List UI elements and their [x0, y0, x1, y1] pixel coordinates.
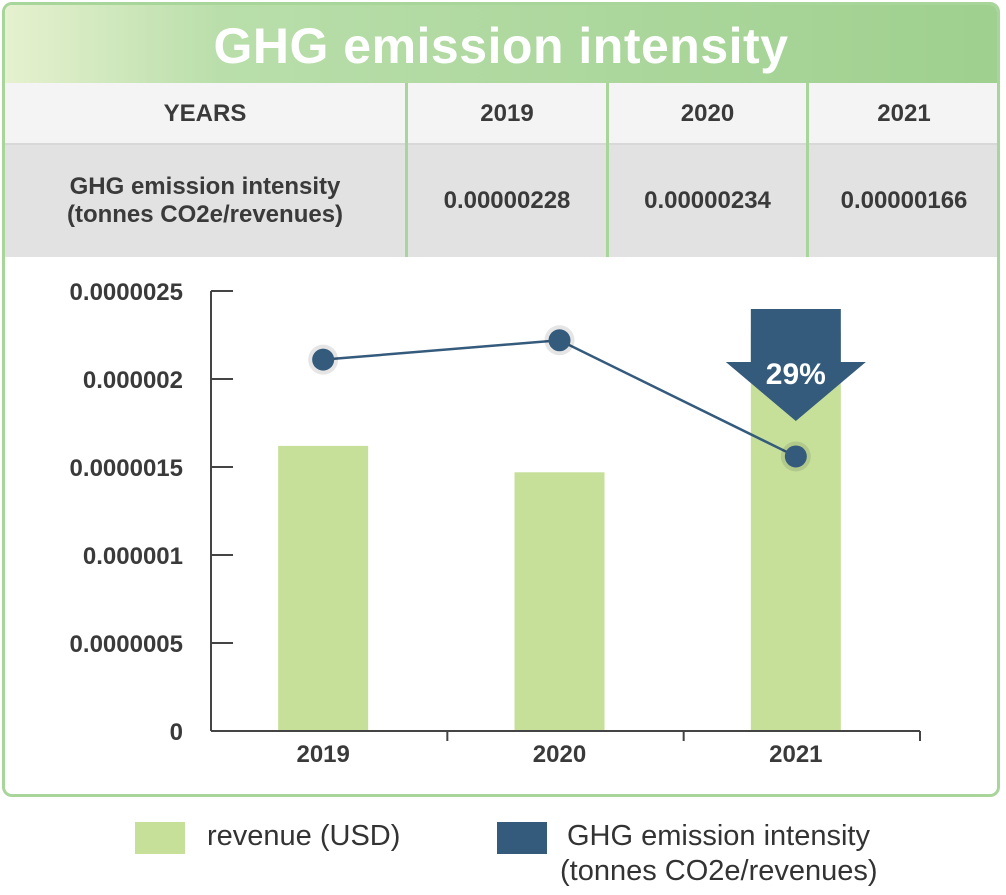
table-header-years: YEARS	[5, 83, 405, 145]
table-value-2020: 0.00000234	[609, 145, 806, 257]
table-value-2019: 0.00000228	[408, 145, 606, 257]
point-ghg-2021	[784, 445, 807, 468]
legend: revenue (USD) GHG emission intensity (to…	[0, 800, 1006, 895]
legend-label-ghg-line1: GHG emission intensity	[567, 820, 870, 852]
table-row-divider	[5, 143, 997, 145]
x-tick-label: 2021	[769, 741, 822, 768]
y-tick-label: 0.0000005	[70, 631, 183, 658]
legend-label-ghg-line2: (tonnes CO2e/revenues)	[560, 855, 878, 887]
bar-revenue-2019	[278, 445, 369, 731]
legend-swatch-ghg	[497, 822, 547, 854]
table-divider	[405, 83, 408, 257]
table-divider	[606, 83, 609, 257]
table-header-year-2019: 2019	[408, 83, 606, 145]
table-row-label-line1: GHG emission intensity	[69, 173, 341, 200]
x-tick-label: 2020	[533, 741, 586, 768]
legend-swatch-revenue	[135, 822, 185, 854]
table-divider	[806, 83, 809, 257]
bar-revenue-2020	[514, 472, 605, 731]
point-ghg-2019	[312, 348, 335, 371]
table-value-2021: 0.00000166	[809, 145, 997, 257]
table-header-year-2020: 2020	[609, 83, 806, 145]
table-row-label-line2: (tonnes CO2e/revenues)	[66, 201, 344, 228]
y-tick-label: 0.0000025	[70, 279, 183, 306]
y-tick-label: 0.000002	[83, 367, 183, 394]
y-tick-label: 0.0000015	[70, 455, 183, 482]
y-tick-label: 0	[170, 719, 183, 746]
point-ghg-2020	[548, 329, 571, 352]
y-tick-label: 0.000001	[83, 543, 183, 570]
reduction-arrow	[725, 309, 866, 421]
chart-title: GHG emission intensity	[213, 18, 789, 74]
x-tick-label: 2019	[296, 741, 349, 768]
header-banner: GHG emission intensity	[5, 5, 997, 83]
legend-label-revenue: revenue (USD)	[207, 820, 401, 852]
chart-plot: 0 0.0000005 0.000001 0.0000015 0.000002 0.000…	[70, 279, 921, 768]
line-ghg-intensity	[323, 339, 797, 458]
table-header-year-2021: 2021	[809, 83, 997, 145]
table-row-label: GHG emission intensity (tonnes CO2e/reve…	[5, 145, 405, 257]
reduction-label: 29%	[766, 358, 826, 391]
